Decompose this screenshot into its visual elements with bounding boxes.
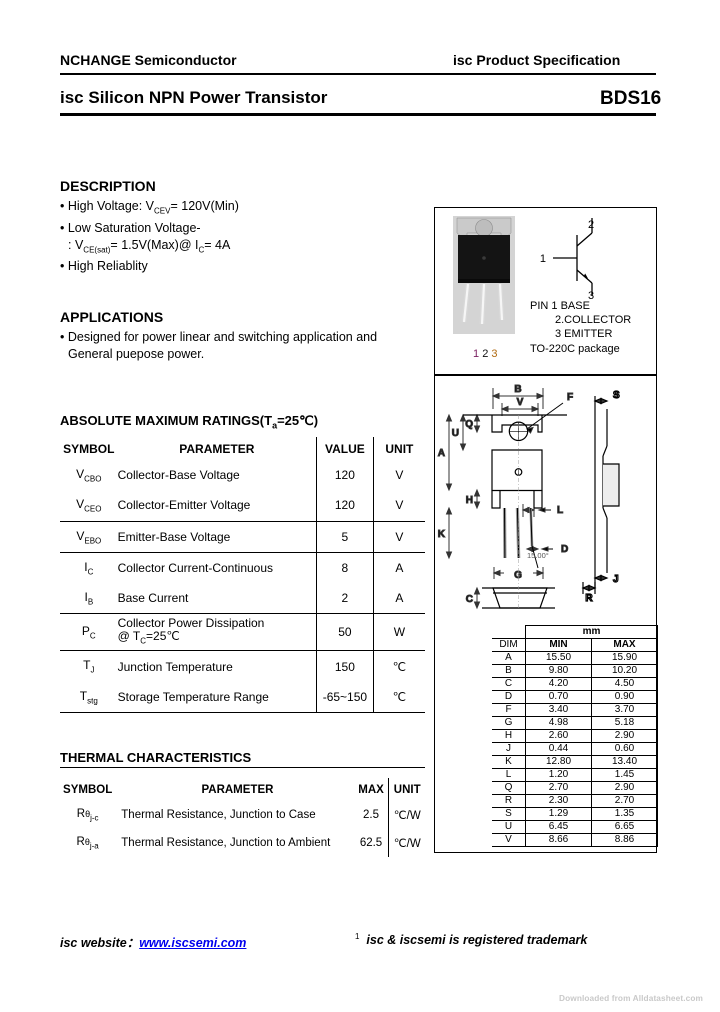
svg-text:U: U — [452, 428, 459, 439]
svg-text:1: 1 — [540, 253, 546, 265]
svg-text:2: 2 — [588, 219, 594, 231]
svg-text:H: H — [466, 495, 473, 506]
svg-text:F: F — [567, 392, 573, 403]
svg-text:V: V — [517, 397, 524, 408]
svg-text:J: J — [613, 574, 619, 585]
svg-text:C: C — [466, 594, 473, 605]
svg-text:A: A — [438, 448, 445, 459]
svg-text:15.00°: 15.00° — [527, 551, 549, 560]
svg-text:S: S — [613, 390, 620, 401]
svg-text:L: L — [557, 505, 563, 516]
svg-text:D: D — [561, 544, 568, 555]
svg-text:G: G — [514, 570, 522, 581]
svg-text:Q: Q — [465, 419, 473, 430]
svg-text:K: K — [438, 529, 446, 540]
svg-text:B: B — [514, 384, 521, 395]
svg-text:R: R — [585, 593, 593, 604]
